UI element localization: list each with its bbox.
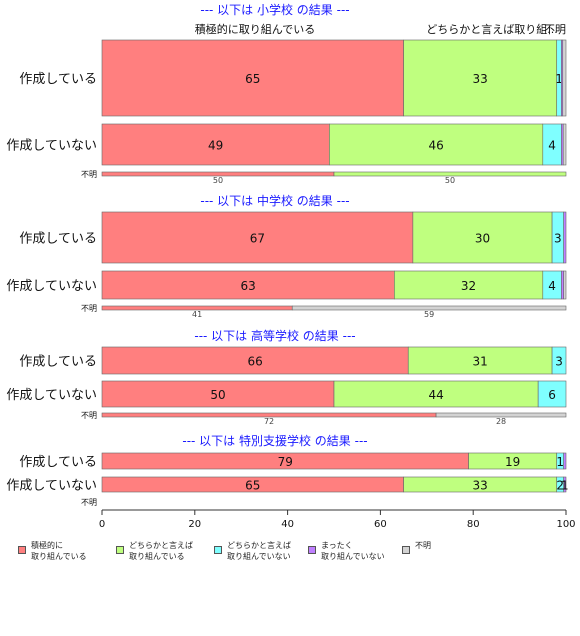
data-label: 4 xyxy=(548,139,556,153)
bar-segment xyxy=(563,211,567,264)
data-label: 46 xyxy=(428,139,443,153)
data-label: 2 xyxy=(556,479,564,493)
data-label: 3 xyxy=(555,355,563,369)
bar-segment xyxy=(563,452,567,470)
data-label: 72 xyxy=(264,417,274,426)
row-label: 不明 xyxy=(81,498,97,507)
legend-swatch xyxy=(308,546,316,554)
legend-swatch xyxy=(214,546,222,554)
data-label: 1 xyxy=(561,479,569,493)
bar-segment xyxy=(101,123,330,166)
data-label: 6 xyxy=(548,388,556,402)
x-tick-label: 100 xyxy=(556,519,575,530)
x-tick-label: 0 xyxy=(99,519,105,530)
data-label: 49 xyxy=(208,139,223,153)
bar-segment xyxy=(101,346,409,375)
data-label: 50 xyxy=(210,388,225,402)
data-label: 3 xyxy=(554,232,562,246)
data-label: 63 xyxy=(241,279,256,293)
legend-label: まったく 取り組んでいない xyxy=(321,541,385,561)
row-label: 作成していない xyxy=(6,279,97,294)
data-label: 50 xyxy=(213,176,223,185)
row-label: 作成している xyxy=(19,355,97,370)
bar-segment xyxy=(435,412,567,418)
row-label: 作成していない xyxy=(6,479,97,494)
bar-segment xyxy=(291,305,567,311)
data-label: 65 xyxy=(245,72,260,86)
bar-segment xyxy=(562,39,567,117)
stacked-bar-chart: 積極的に取り組んでいる どちらかと言えば取り組...不明--- 以下は 小学校 の… xyxy=(6,2,575,530)
legend-label: 積極的に 取り組んでいる xyxy=(31,541,87,561)
data-label: 4 xyxy=(548,279,556,293)
row-label: 作成している xyxy=(19,455,97,470)
data-label: 33 xyxy=(473,72,488,86)
bar-segment xyxy=(333,380,539,408)
data-label: 79 xyxy=(278,455,293,469)
top-column-label: 不明 xyxy=(544,23,566,36)
legend-swatch xyxy=(18,546,26,554)
row-label: 不明 xyxy=(81,304,97,313)
bar-segment xyxy=(563,270,567,300)
data-label: 66 xyxy=(247,355,262,369)
group-title: --- 以下は 高等学校 の結果 --- xyxy=(194,328,355,343)
top-column-label: 積極的に取り組んでいる xyxy=(195,22,315,36)
bar-segment xyxy=(537,380,567,408)
top-column-label: どちらかと言えば取り組... xyxy=(426,23,558,36)
data-label: 59 xyxy=(424,310,434,319)
data-label: 65 xyxy=(245,479,260,493)
data-label: 30 xyxy=(475,232,490,246)
bar-segment xyxy=(561,270,564,300)
bar-segment xyxy=(101,39,404,117)
data-label: 67 xyxy=(250,232,265,246)
data-label: 44 xyxy=(428,388,443,402)
data-label: 50 xyxy=(445,176,455,185)
data-label: 19 xyxy=(505,455,520,469)
legend-label: どちらかと言えば 取り組んでいない xyxy=(227,541,291,561)
row-label: 作成していない xyxy=(6,139,97,154)
bar-segment xyxy=(101,270,395,300)
row-label: 不明 xyxy=(81,170,97,179)
bar-segment xyxy=(101,380,335,408)
data-label: 33 xyxy=(473,479,488,493)
data-label: 1 xyxy=(556,455,564,469)
row-label: 作成している xyxy=(19,72,97,87)
legend-swatch xyxy=(402,546,410,554)
data-label: 31 xyxy=(473,355,488,369)
data-label: 28 xyxy=(496,417,506,426)
bar-segment xyxy=(551,346,567,375)
bar-segment xyxy=(329,123,544,166)
legend-label: 不明 xyxy=(415,541,431,550)
bar-segment xyxy=(403,39,558,117)
row-label: 作成している xyxy=(19,232,97,247)
bar-segment xyxy=(563,476,567,493)
data-label: 41 xyxy=(192,310,202,319)
group-title: --- 以下は 特別支援学校 の結果 --- xyxy=(182,433,367,448)
legend-label: どちらかと言えば 取り組んでいる xyxy=(129,541,193,561)
legend-swatch xyxy=(116,546,124,554)
bar-segment xyxy=(394,270,544,300)
x-tick-label: 80 xyxy=(467,519,480,530)
bar-segment xyxy=(412,211,553,264)
x-tick-label: 60 xyxy=(374,519,387,530)
bar-segment xyxy=(101,211,414,264)
legend: 積極的に 取り組んでいる どちらかと言えば 取り組んでいる どちらかと言えば 取り組… xyxy=(18,540,578,564)
data-label: 1 xyxy=(555,72,563,86)
bar-segment xyxy=(407,346,553,375)
bar-segment xyxy=(333,171,567,177)
x-tick-label: 20 xyxy=(188,519,201,530)
bar-segment xyxy=(562,123,567,166)
group-title: --- 以下は 小学校 の結果 --- xyxy=(200,2,349,17)
x-tick-label: 40 xyxy=(281,519,294,530)
row-label: 不明 xyxy=(81,411,97,420)
row-label: 作成していない xyxy=(6,388,97,403)
data-label: 32 xyxy=(461,279,476,293)
group-title: --- 以下は 中学校 の結果 --- xyxy=(200,193,349,208)
